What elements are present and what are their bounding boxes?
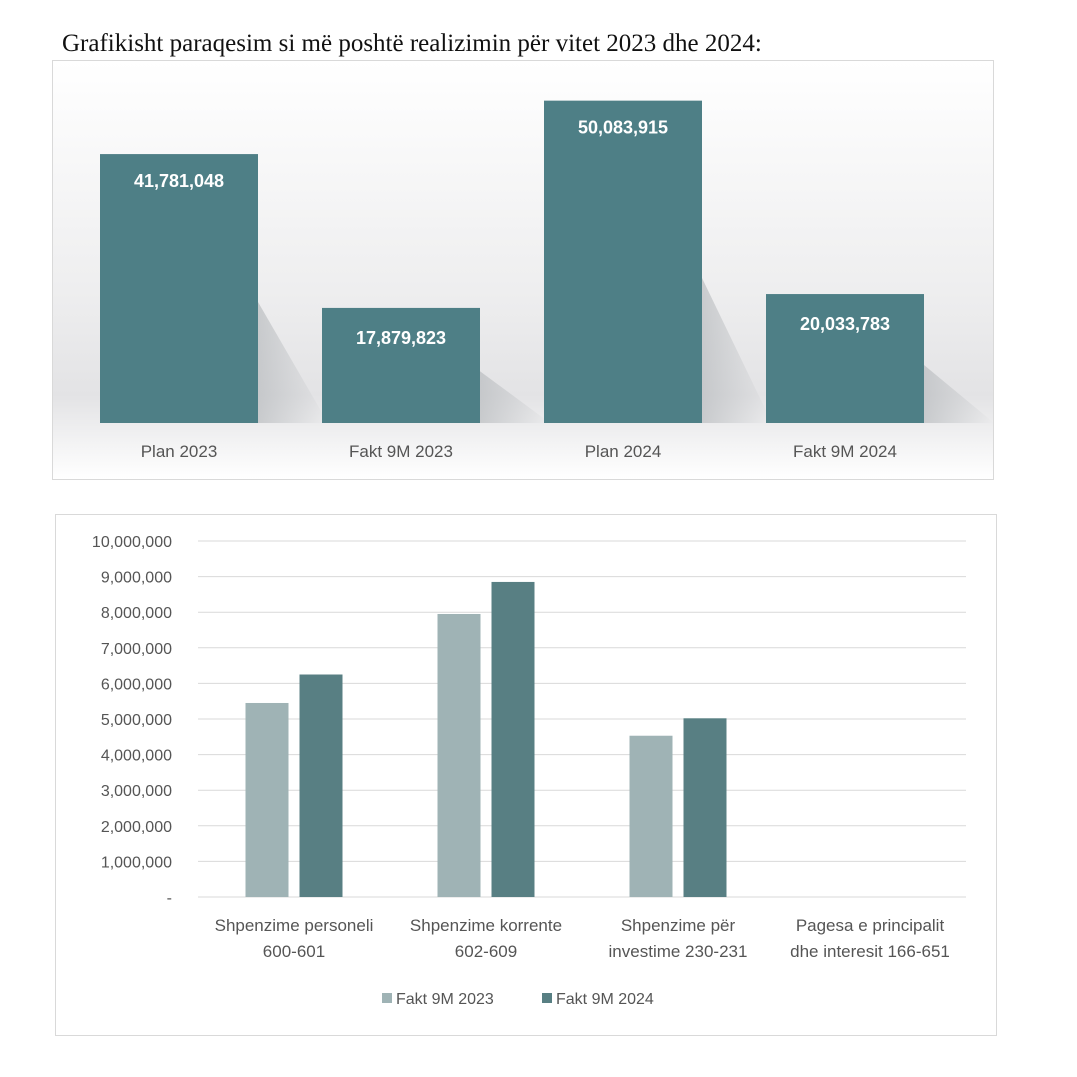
bar-shadow xyxy=(702,277,772,423)
expense-breakdown-svg: - 1,000,000 2,000,000 3,000,000 4,000,000 5,0… xyxy=(92,534,966,1008)
legend-label: Fakt 9M 2023 xyxy=(396,991,494,1008)
bar xyxy=(437,613,481,897)
category-label: 600-601 xyxy=(263,942,325,961)
y-tick-label: 3,000,000 xyxy=(101,783,172,800)
bar xyxy=(629,735,673,897)
y-tick-label: 1,000,000 xyxy=(101,854,172,871)
category-label: investime 230-231 xyxy=(609,942,748,961)
bar xyxy=(299,674,343,897)
category-label: dhe interesit 166-651 xyxy=(790,942,950,961)
bar xyxy=(683,718,727,897)
bar xyxy=(322,307,480,423)
data-label: 20,033,783 xyxy=(800,314,890,334)
y-tick-label: 8,000,000 xyxy=(101,605,172,622)
category-label: Pagesa e principalit xyxy=(796,916,945,935)
bar-shadow xyxy=(258,301,328,423)
data-label: 41,781,048 xyxy=(134,171,224,191)
page-heading: Grafikisht paraqesim si më poshtë realiz… xyxy=(62,30,762,57)
y-tick-label: 5,000,000 xyxy=(101,712,172,729)
y-tick-label: 10,000,000 xyxy=(92,534,172,551)
bar-shadow xyxy=(480,371,550,423)
category-label: Fakt 9M 2024 xyxy=(793,442,897,461)
legend-swatch xyxy=(382,993,392,1003)
y-tick-label: - xyxy=(167,890,172,907)
bar xyxy=(245,702,289,897)
plan-vs-fact-chart: 41,781,048 17,879,823 50,083,915 20,033,783… xyxy=(52,60,994,480)
category-label: Plan 2024 xyxy=(585,442,662,461)
category-label: 602-609 xyxy=(455,942,517,961)
bar xyxy=(766,294,924,423)
plan-vs-fact-svg: 41,781,048 17,879,823 50,083,915 20,033,783… xyxy=(53,61,993,479)
category-label: Shpenzime korrente xyxy=(410,916,562,935)
legend-swatch xyxy=(542,993,552,1003)
y-tick-label: 6,000,000 xyxy=(101,676,172,693)
category-label: Fakt 9M 2023 xyxy=(349,442,453,461)
category-label: Shpenzime personeli xyxy=(215,916,374,935)
expense-breakdown-chart: - 1,000,000 2,000,000 3,000,000 4,000,000 5,0… xyxy=(55,514,997,1036)
data-label: 17,879,823 xyxy=(356,328,446,348)
bar xyxy=(491,581,535,897)
y-tick-label: 4,000,000 xyxy=(101,748,172,765)
bar-shadow xyxy=(924,364,993,423)
category-label: Shpenzime për xyxy=(621,916,736,935)
legend-label: Fakt 9M 2024 xyxy=(556,991,654,1008)
data-label: 50,083,915 xyxy=(578,118,668,138)
bar xyxy=(100,154,258,424)
y-tick-label: 9,000,000 xyxy=(101,570,172,587)
y-tick-label: 2,000,000 xyxy=(101,819,172,836)
bar xyxy=(544,100,702,423)
y-tick-label: 7,000,000 xyxy=(101,641,172,658)
category-label: Plan 2023 xyxy=(141,442,218,461)
